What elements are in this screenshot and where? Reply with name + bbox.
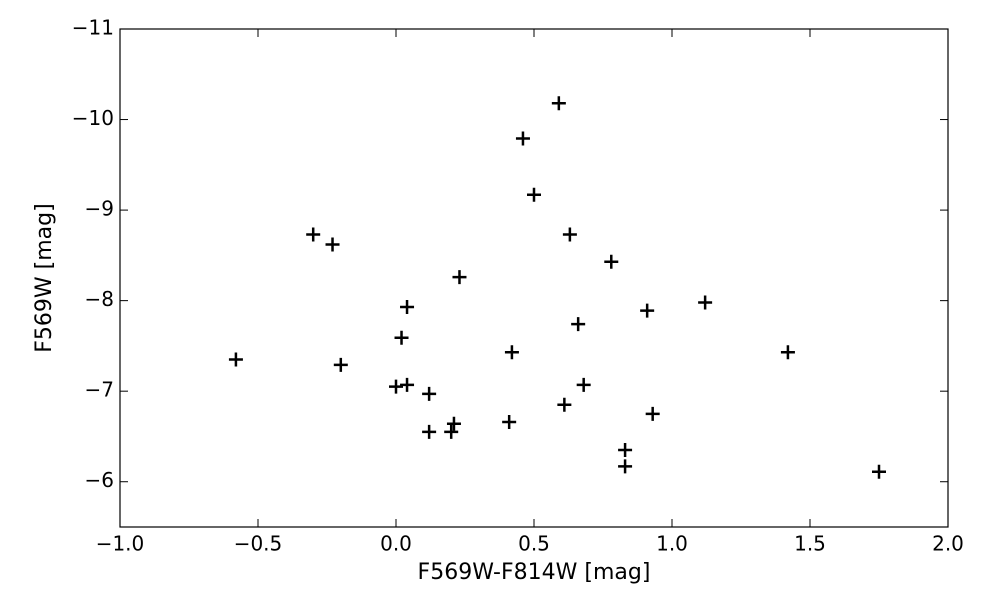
data-point xyxy=(872,464,886,479)
data-point xyxy=(452,270,467,285)
data-point xyxy=(780,345,795,360)
y-tick-label: −6 xyxy=(85,468,114,492)
data-point xyxy=(444,424,459,439)
data-point xyxy=(333,357,348,372)
x-tick-label: 0.0 xyxy=(380,532,412,556)
y-tick-label: −9 xyxy=(85,197,114,221)
x-tick-label: 2.0 xyxy=(932,532,964,556)
y-axis-label: F569W [mag] xyxy=(32,203,57,352)
data-point xyxy=(422,424,437,439)
data-point xyxy=(422,386,437,401)
data-point xyxy=(645,406,660,421)
data-point xyxy=(527,187,541,202)
data-point xyxy=(515,131,530,146)
data-point xyxy=(389,379,403,394)
data-point xyxy=(504,345,519,360)
data-point xyxy=(400,299,415,314)
data-point xyxy=(446,416,461,431)
data-point xyxy=(394,330,409,345)
data-point xyxy=(551,96,566,111)
data-point xyxy=(502,414,517,429)
data-point xyxy=(557,397,572,412)
y-tick-label: −7 xyxy=(85,378,114,402)
data-point xyxy=(325,237,340,252)
data-point xyxy=(576,377,591,392)
plot-frame xyxy=(119,28,949,528)
data-point xyxy=(604,254,619,269)
data-point xyxy=(571,317,586,332)
x-tick-label: 1.5 xyxy=(794,532,826,556)
data-point xyxy=(400,377,415,392)
y-tick-label: −10 xyxy=(72,106,114,130)
data-point xyxy=(618,459,633,474)
data-point xyxy=(562,227,577,242)
data-point xyxy=(228,352,243,367)
x-axis-label: F569W-F814W [mag] xyxy=(418,560,651,585)
data-point xyxy=(306,227,321,242)
data-point xyxy=(618,443,633,458)
x-tick-label: −0.5 xyxy=(234,532,283,556)
y-tick-label: −11 xyxy=(72,16,114,40)
x-tick-label: 1.0 xyxy=(656,532,688,556)
x-tick-label: 0.5 xyxy=(518,532,550,556)
data-point xyxy=(698,295,713,310)
x-tick-label: −1.0 xyxy=(96,532,145,556)
y-tick-label: −8 xyxy=(85,287,114,311)
data-point xyxy=(640,303,655,318)
